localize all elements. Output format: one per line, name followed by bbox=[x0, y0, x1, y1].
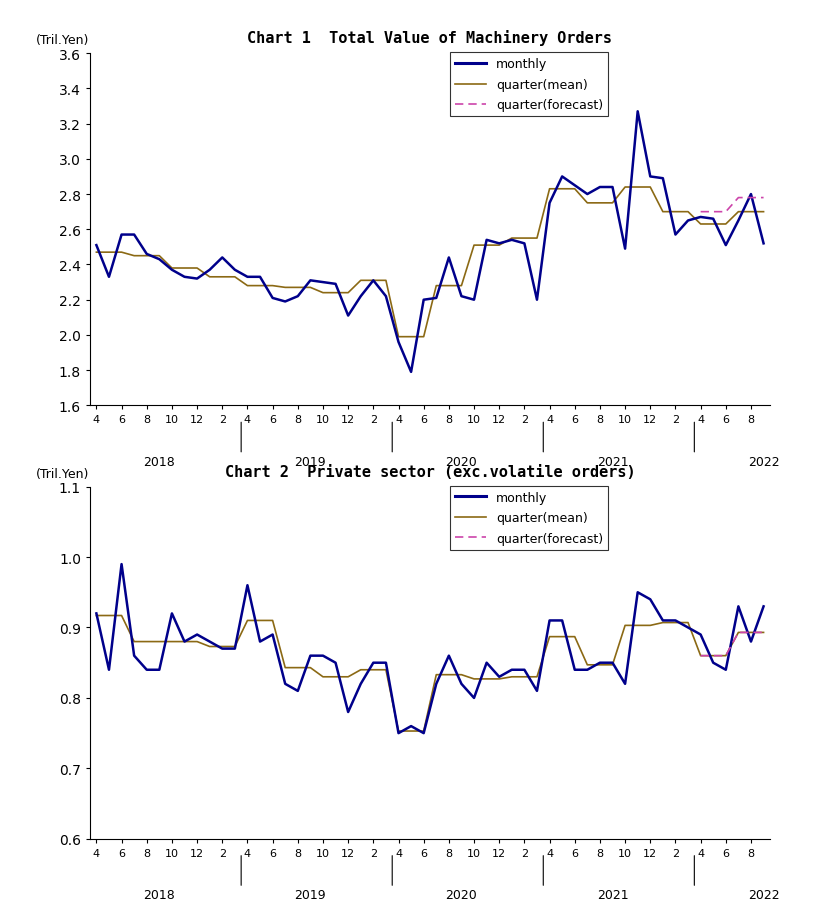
Legend: monthly, quarter(mean), quarter(forecast): monthly, quarter(mean), quarter(forecast… bbox=[450, 486, 609, 550]
Text: 2021: 2021 bbox=[597, 456, 628, 468]
Text: 2018: 2018 bbox=[143, 888, 175, 901]
Text: 2020: 2020 bbox=[446, 456, 477, 468]
Text: 2021: 2021 bbox=[597, 888, 628, 901]
Text: 2022: 2022 bbox=[748, 456, 780, 468]
Text: 2022: 2022 bbox=[748, 888, 780, 901]
Title: Chart 1  Total Value of Machinery Orders: Chart 1 Total Value of Machinery Orders bbox=[247, 30, 613, 46]
Text: (Tril.Yen): (Tril.Yen) bbox=[36, 467, 89, 480]
Text: 2019: 2019 bbox=[295, 456, 326, 468]
Text: 2020: 2020 bbox=[446, 888, 477, 901]
Title: Chart 2  Private sector (exc.volatile orders): Chart 2 Private sector (exc.volatile ord… bbox=[224, 464, 636, 479]
Text: 2018: 2018 bbox=[143, 456, 175, 468]
Legend: monthly, quarter(mean), quarter(forecast): monthly, quarter(mean), quarter(forecast… bbox=[450, 53, 609, 117]
Text: 2019: 2019 bbox=[295, 888, 326, 901]
Text: (Tril.Yen): (Tril.Yen) bbox=[36, 34, 89, 47]
